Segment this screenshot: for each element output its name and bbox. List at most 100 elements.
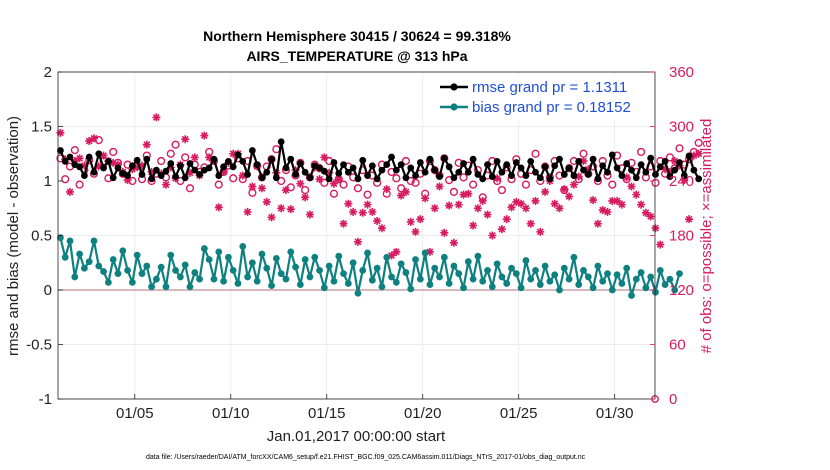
rmse-point	[354, 175, 362, 183]
bias-point	[66, 237, 74, 245]
rmse-point	[292, 171, 299, 178]
bias-point	[176, 273, 184, 281]
rmse-point	[690, 166, 698, 174]
assimilated-obs-point	[651, 224, 660, 233]
assimilated-obs-point	[382, 185, 391, 194]
rmse-point	[455, 168, 463, 176]
rmse-point	[340, 161, 347, 169]
assimilated-obs-point	[243, 207, 252, 216]
possible-obs-point	[181, 153, 190, 162]
assimilated-obs-point	[627, 182, 636, 191]
assimilated-obs-point	[368, 207, 377, 216]
rmse-point	[546, 175, 554, 183]
bias-point	[421, 249, 429, 257]
assimilated-obs-point	[248, 182, 257, 191]
bias-point	[306, 273, 314, 281]
rmse-point	[191, 166, 199, 174]
rmse-point	[330, 159, 338, 166]
assimilated-obs-point	[277, 204, 286, 213]
assimilated-obs-point	[229, 149, 238, 158]
bias-point	[76, 250, 83, 258]
bias-point	[272, 254, 280, 262]
assimilated-obs-point	[329, 179, 338, 188]
assimilated-obs-point	[363, 200, 372, 209]
rmse-point	[565, 164, 573, 172]
rmse-point	[628, 166, 635, 174]
assimilated-obs-point	[161, 180, 170, 189]
bias-point	[560, 264, 568, 272]
assimilated-obs-point	[694, 149, 703, 158]
bias-point	[671, 286, 679, 294]
rmse-point	[258, 174, 266, 182]
possible-obs-point	[608, 180, 617, 189]
rmse-point	[532, 168, 539, 176]
rmse-point	[253, 161, 261, 169]
bias-point	[599, 277, 607, 285]
assimilated-obs-point	[416, 215, 425, 224]
assimilated-obs-point	[656, 240, 665, 249]
possible-obs-point	[214, 180, 223, 189]
possible-obs-point	[406, 176, 415, 186]
x-tick-label: 01/30	[596, 405, 634, 422]
assimilated-obs-point	[493, 174, 502, 183]
y-left-tick-label: 0.5	[31, 228, 52, 245]
rmse-point	[469, 155, 477, 163]
assimilated-obs-point	[603, 207, 612, 216]
assimilated-obs-point	[181, 135, 190, 144]
assimilated-obs-point	[531, 196, 540, 205]
bias-point	[517, 284, 525, 292]
rmse-point	[143, 155, 151, 163]
y-left-tick-label: 0	[44, 282, 52, 299]
assimilated-obs-point	[411, 227, 420, 236]
rmse-point	[575, 157, 583, 165]
rmse-point	[316, 164, 323, 172]
bias-point	[565, 275, 573, 283]
assimilated-obs-point	[473, 204, 482, 213]
assimilated-obs-point	[550, 199, 559, 208]
rmse-point	[445, 163, 453, 171]
assimilated-obs-point	[401, 187, 410, 196]
rmse-point	[661, 157, 669, 165]
bias-point	[138, 270, 146, 278]
bias-point	[349, 259, 357, 267]
rmse-point	[80, 172, 88, 179]
bias-point	[445, 280, 453, 287]
bias-point	[412, 256, 419, 263]
assimilated-obs-point	[99, 151, 108, 160]
rmse-point	[584, 171, 592, 178]
bias-point	[661, 281, 669, 288]
possible-obs-point	[401, 156, 411, 166]
bias-point	[181, 261, 189, 269]
rmse-point	[378, 166, 386, 174]
bias-point	[61, 253, 69, 261]
bias-point	[119, 247, 127, 255]
rmse-point	[210, 155, 218, 163]
rmse-point	[431, 166, 439, 174]
rmse-point	[282, 164, 290, 172]
bias-point	[191, 269, 199, 276]
rmse-point	[436, 173, 443, 181]
assimilated-obs-point	[507, 203, 516, 212]
bias-point	[205, 256, 213, 263]
possible-obs-point	[636, 147, 646, 157]
bias-point	[508, 264, 515, 272]
bias-point	[268, 282, 275, 290]
possible-obs-point	[171, 140, 180, 149]
possible-obs-point	[411, 178, 420, 187]
possible-obs-point	[75, 180, 84, 189]
rmse-point	[296, 160, 304, 167]
rmse-point	[100, 164, 107, 172]
assimilated-obs-point	[301, 193, 310, 202]
assimilated-obs-point	[166, 163, 175, 172]
possible-obs-point	[459, 173, 468, 182]
rmse-point	[589, 155, 597, 163]
bias-point	[133, 251, 141, 259]
rmse-point	[464, 168, 472, 176]
assimilated-obs-point	[200, 131, 209, 140]
bias-point	[551, 271, 559, 279]
assimilated-obs-point	[56, 128, 65, 137]
assimilated-obs-point	[128, 165, 137, 174]
bias-point	[460, 284, 467, 292]
bias-point	[594, 262, 602, 270]
rmse-point	[162, 167, 170, 175]
